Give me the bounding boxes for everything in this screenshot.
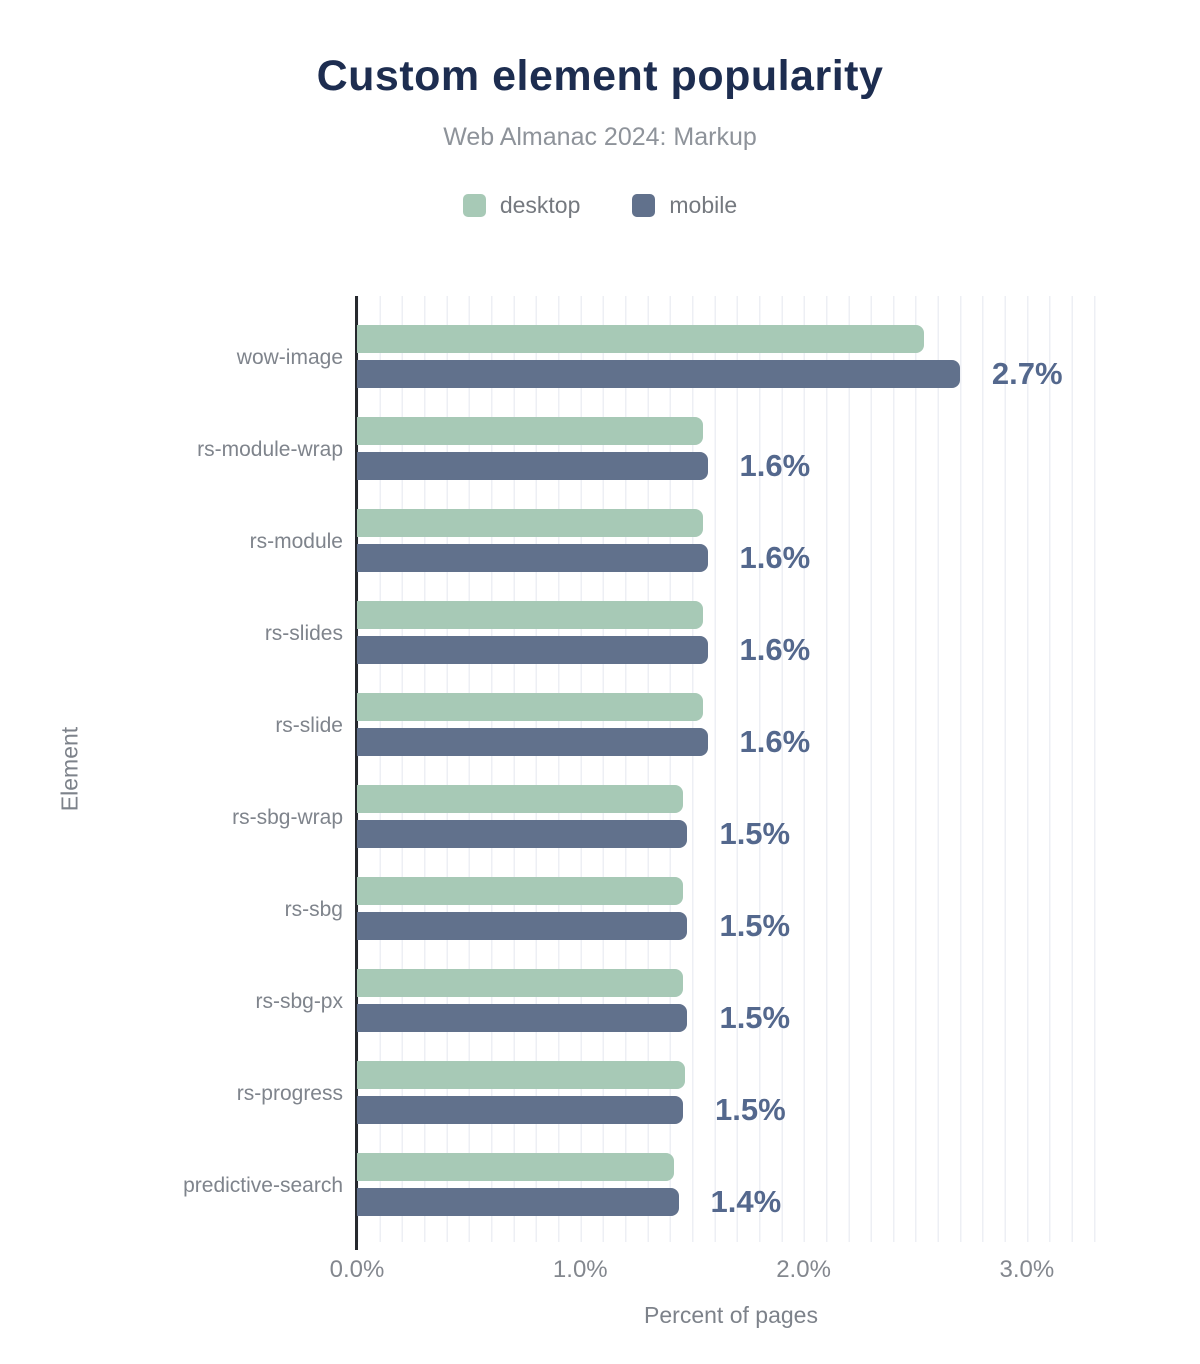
- desktop-bar: [357, 784, 683, 813]
- category-label: predictive-search: [183, 1174, 343, 1197]
- value-label: 1.5%: [719, 815, 791, 851]
- bar-group: rs-sbg-wrap 1.5%: [232, 772, 1105, 864]
- desktop-bar: [357, 416, 704, 445]
- bar-group: rs-slide 1.6%: [275, 680, 1105, 772]
- value-label: 1.6%: [739, 447, 811, 483]
- mobile-bar-row: 1.6%: [357, 724, 1105, 760]
- mobile-bar-row: 1.4%: [357, 1184, 1105, 1220]
- mobile-bar-row: 1.6%: [357, 540, 1105, 576]
- chart-title: Custom element popularity: [316, 52, 884, 100]
- category-label: rs-slide: [275, 714, 343, 737]
- chart-subtitle: Web Almanac 2024: Markup: [443, 123, 757, 151]
- x-axis-zero-tick: [355, 1242, 358, 1250]
- category-label: rs-module-wrap: [197, 438, 343, 461]
- legend-label-mobile: mobile: [669, 192, 738, 218]
- bar-group: rs-module-wrap 1.6%: [197, 404, 1105, 496]
- bar-group: rs-module 1.6%: [250, 496, 1105, 588]
- x-tick-label: 2.0%: [776, 1256, 831, 1283]
- legend-label-desktop: desktop: [499, 192, 581, 218]
- bar-group: rs-slides 1.6%: [265, 588, 1105, 680]
- value-label: 1.6%: [739, 723, 811, 759]
- y-axis-line: [355, 296, 358, 1242]
- y-axis-title: Element: [56, 726, 83, 812]
- mobile-bar: [357, 1187, 679, 1216]
- desktop-bar: [357, 876, 683, 905]
- mobile-bar: [357, 727, 708, 756]
- desktop-bar: [357, 600, 704, 629]
- legend-item-desktop[interactable]: desktop: [462, 192, 581, 219]
- x-tick-label: 3.0%: [999, 1256, 1055, 1283]
- category-label: wow-image: [236, 346, 343, 369]
- mobile-bar: [357, 543, 708, 572]
- value-label: 1.5%: [719, 999, 791, 1035]
- x-tick-label: 1.0%: [552, 1256, 608, 1283]
- bar-group: predictive-search 1.4%: [183, 1140, 1105, 1232]
- mobile-bar: [357, 451, 708, 480]
- category-label: rs-slides: [264, 622, 343, 645]
- bar-group: rs-progress 1.5%: [237, 1048, 1105, 1140]
- value-label: 1.5%: [719, 907, 791, 943]
- mobile-bar: [357, 911, 688, 940]
- mobile-bar-row: 1.6%: [357, 448, 1105, 484]
- mobile-swatch-icon: [632, 194, 656, 217]
- value-label: 1.4%: [710, 1183, 782, 1219]
- category-label: rs-sbg-wrap: [232, 806, 343, 829]
- x-axis-title: Percent of pages: [644, 1302, 818, 1328]
- mobile-bar-row: 1.5%: [357, 1092, 1105, 1128]
- mobile-bar-row: 2.7%: [357, 356, 1105, 392]
- mobile-bar: [357, 819, 688, 848]
- bar-groups: wow-image 2.7% rs-module-wrap 1.6% rs-module…: [183, 296, 1105, 1242]
- bar-group: wow-image 2.7%: [237, 312, 1105, 404]
- desktop-bar: [357, 1152, 675, 1181]
- value-label: 2.7%: [991, 355, 1063, 391]
- mobile-bar: [357, 359, 960, 388]
- category-label: rs-sbg: [284, 898, 343, 921]
- bar-group: rs-sbg-px 1.5%: [255, 956, 1105, 1048]
- mobile-bar: [357, 1003, 688, 1032]
- legend: desktop mobile: [0, 192, 1200, 219]
- desktop-bar: [357, 692, 704, 721]
- chart-header: Custom element popularity Web Almanac 20…: [0, 52, 1200, 219]
- x-tick-label: 0.0%: [329, 1256, 385, 1283]
- mobile-bar: [357, 635, 708, 664]
- mobile-bar-row: 1.5%: [357, 816, 1105, 852]
- category-label: rs-progress: [236, 1082, 343, 1105]
- mobile-bar-row: 1.5%: [357, 908, 1105, 944]
- mobile-bar: [357, 1095, 683, 1124]
- category-label: rs-sbg-px: [255, 990, 343, 1013]
- category-label: rs-module: [249, 530, 343, 553]
- value-label: 1.6%: [739, 631, 811, 667]
- bar-chart: Element wow-image 2.7% rs-module-wrap 1.6% r…: [0, 52, 1200, 1364]
- mobile-bar-row: 1.5%: [357, 1000, 1105, 1036]
- value-label: 1.6%: [739, 539, 811, 575]
- mobile-bar-row: 1.6%: [357, 632, 1105, 668]
- plot-area: wow-image 2.7% rs-module-wrap 1.6% rs-module…: [183, 296, 1105, 1328]
- desktop-bar: [357, 324, 925, 353]
- bar-group: rs-sbg 1.5%: [285, 864, 1105, 956]
- desktop-bar: [357, 508, 704, 537]
- value-label: 1.5%: [714, 1091, 786, 1127]
- desktop-swatch-icon: [462, 194, 486, 217]
- desktop-bar: [357, 1060, 686, 1089]
- legend-item-mobile[interactable]: mobile: [632, 192, 737, 219]
- desktop-bar: [357, 968, 683, 997]
